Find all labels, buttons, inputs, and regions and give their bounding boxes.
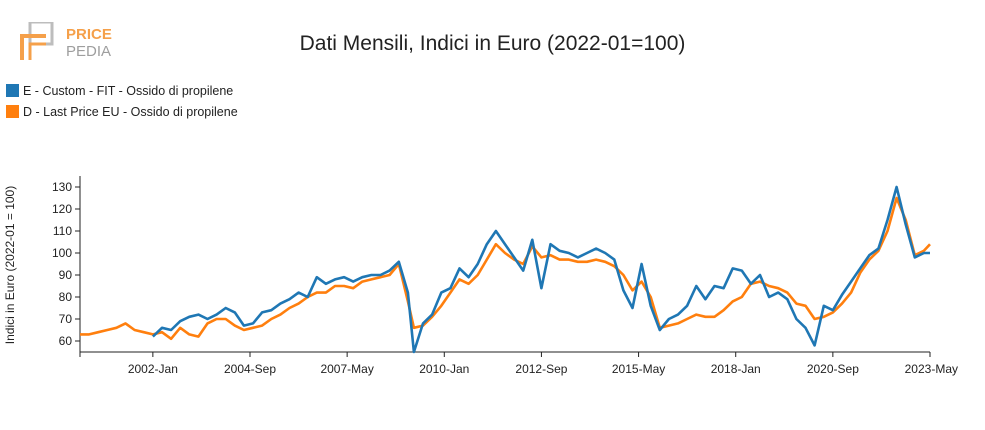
legend-swatch-blue <box>6 84 19 97</box>
y-tick-label-130: 130 <box>52 180 72 194</box>
x-tick-label-2018-Jan: 2018-Jan <box>711 362 761 376</box>
y-tick-label-110: 110 <box>53 224 72 238</box>
chart-title: Dati Mensili, Indici in Euro (2022-01=10… <box>299 32 686 55</box>
y-tick-label-60: 60 <box>59 334 73 348</box>
logo-text-bottom: PEDIA <box>66 43 111 60</box>
legend-label: D - Last Price EU - Ossido di propilene <box>23 104 238 119</box>
y-tick-label-100: 100 <box>52 246 72 260</box>
x-tick-label-2004-Sep: 2004-Sep <box>224 362 276 376</box>
x-tick-label-2012-Sep: 2012-Sep <box>515 362 567 376</box>
x-tick-label-2020-Sep: 2020-Sep <box>807 362 859 376</box>
y-axis: 60 70 80 90 100 110 120 130 <box>52 176 81 352</box>
x-tick-label-2010-Jan: 2010-Jan <box>419 362 469 376</box>
series-layer <box>80 185 931 354</box>
series-line-e[interactable] <box>151 185 930 354</box>
series-line-d[interactable] <box>80 196 931 341</box>
legend-swatch-orange <box>6 105 19 118</box>
legend-label: E - Custom - FIT - Ossido di propilene <box>23 83 234 98</box>
y-tick-label-120: 120 <box>52 202 72 216</box>
legend-item-d-last-price-eu[interactable]: D - Last Price EU - Ossido di propilene <box>6 101 238 122</box>
pricepedia-logo: PRICE PEDIA <box>20 22 112 60</box>
y-tick-label-80: 80 <box>59 290 73 304</box>
x-tick-label-2015-May: 2015-May <box>612 362 665 376</box>
x-tick-label-2023-May: 2023-May <box>905 362 958 376</box>
y-tick-label-70: 70 <box>59 312 73 326</box>
x-tick-label-2007-May: 2007-May <box>320 362 373 376</box>
x-axis: 2002-Jan 2004-Sep 2007-May 2010-Jan 2012-Sep… <box>79 351 958 376</box>
legend-item-e-custom-fit[interactable]: E - Custom - FIT - Ossido di propilene <box>6 80 238 101</box>
y-axis-title: Indici in Euro (2022-01 = 100) <box>3 186 17 344</box>
logo-mark <box>20 22 54 60</box>
logo-text-top: PRICE <box>66 26 112 43</box>
x-tick-label-2002-Jan: 2002-Jan <box>128 362 178 376</box>
chart-legend: E - Custom - FIT - Ossido di propilene D… <box>6 80 238 122</box>
y-tick-label-90: 90 <box>59 268 73 282</box>
